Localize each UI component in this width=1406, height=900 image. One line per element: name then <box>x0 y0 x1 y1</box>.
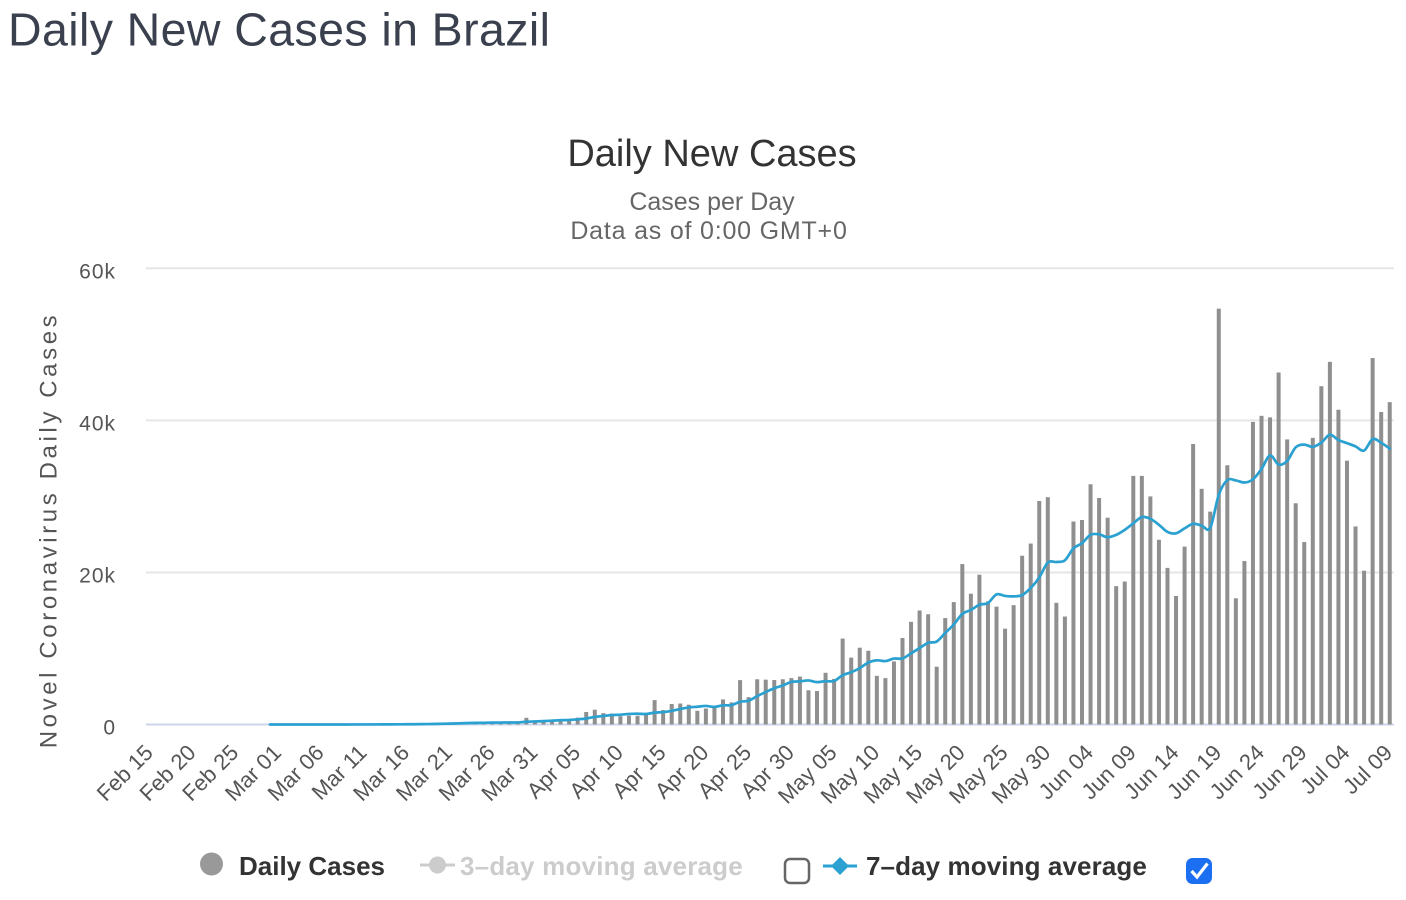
svg-text:Daily New Cases: Daily New Cases <box>567 133 856 175</box>
svg-text:Daily New Cases in Brazil: Daily New Cases in Brazil <box>8 4 550 56</box>
svg-text:Daily Cases: Daily Cases <box>239 851 385 881</box>
svg-text:20k: 20k <box>79 565 116 588</box>
svg-text:Data as of 0:00 GMT+0: Data as of 0:00 GMT+0 <box>570 217 847 245</box>
svg-text:7–day moving average: 7–day moving average <box>866 851 1147 881</box>
svg-text:Cases per Day: Cases per Day <box>629 188 795 216</box>
svg-text:0: 0 <box>103 717 116 740</box>
svg-text:60k: 60k <box>79 260 116 283</box>
svg-text:Novel Coronavirus Daily Cases: Novel Coronavirus Daily Cases <box>36 312 63 749</box>
svg-text:40k: 40k <box>79 412 116 435</box>
svg-text:3–day moving average: 3–day moving average <box>460 851 743 881</box>
svg-text:Jul 09: Jul 09 <box>1338 740 1397 799</box>
